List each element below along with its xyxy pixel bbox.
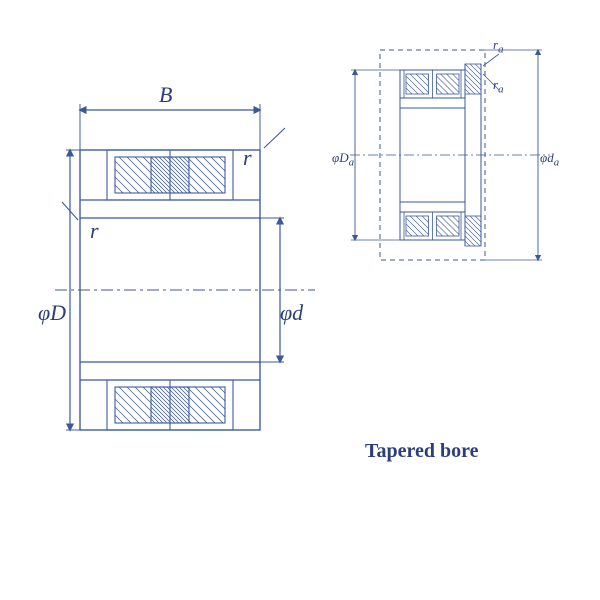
label-outer-dia-D: φD — [38, 300, 66, 326]
label-aux-ra-top: r_ara — [493, 37, 503, 56]
label-aux-ra-bot: r_ara — [493, 77, 503, 96]
label-aux-da: φd_aφda — [540, 150, 559, 169]
label-radius-r-top: r — [243, 145, 252, 171]
label-width-B: B — [159, 82, 172, 108]
label-inner-dia-d: φd — [280, 300, 303, 326]
label-aux-Da: φD_aφDa — [332, 150, 354, 169]
label-radius-r-left: r — [90, 218, 99, 244]
title-tapered-bore: Tapered bore — [365, 440, 479, 463]
